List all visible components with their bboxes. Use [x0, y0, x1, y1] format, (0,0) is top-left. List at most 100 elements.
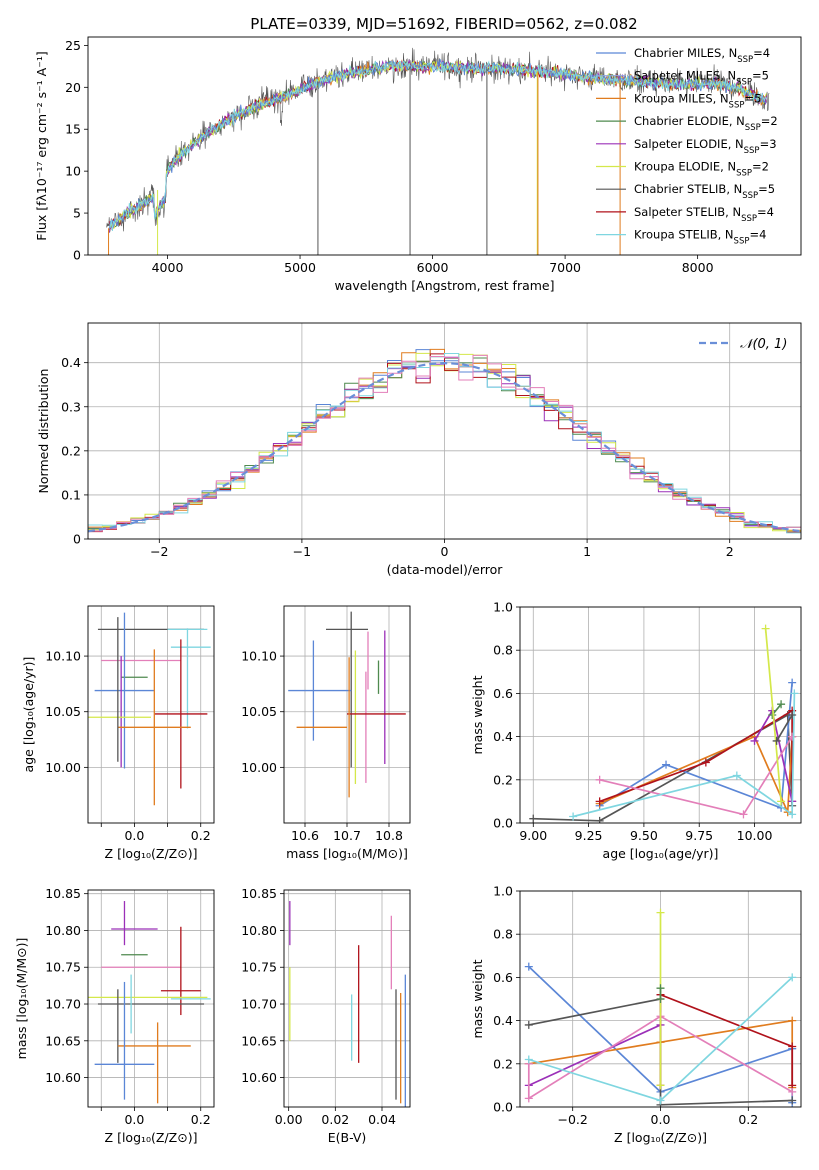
legend-subscript: SSP [734, 237, 750, 247]
weight-marker [739, 810, 748, 819]
y-tick-label: 0 [73, 532, 81, 547]
legend-subscript: SSP [736, 78, 752, 88]
y-tick-label: 0.2 [61, 443, 81, 458]
weight-line-chabrier_stelib [775, 714, 793, 742]
plot-area [88, 612, 211, 806]
axes-weight-z: −0.2 0.0 0.2 0.0 0.2 0.4 0.6 0.8 1.0 Z [log₁₀(Z/Z… [470, 884, 802, 1145]
x-tick-label: 0.2 [191, 828, 211, 843]
legend-tail: =2 [761, 114, 778, 128]
plot-area [524, 908, 797, 1107]
y-axis-label: age [log₁₀(age/yr)] [21, 657, 36, 773]
y-tick-label: 10.80 [241, 923, 277, 938]
x-tick-label: 6000 [417, 260, 449, 275]
legend-entry: Chabrier STELIB, NSSP=5 [634, 182, 775, 201]
y-tick-label: 10.60 [241, 1070, 277, 1085]
weight-marker [732, 771, 741, 780]
x-tick-label: 9.25 [575, 828, 603, 843]
legend-tail: =5 [752, 69, 769, 83]
y-tick-label: 1.0 [493, 600, 513, 615]
legend-entry: Chabrier ELODIE, NSSP=2 [634, 114, 778, 133]
x-tick-label: 10.8 [375, 828, 403, 843]
axes-frame [283, 889, 411, 1108]
x-axis-label: age [log₁₀(age/yr)] [603, 846, 719, 861]
weight-marker [761, 624, 770, 633]
spectrum-model-kroupa_stelib [108, 60, 767, 231]
weight-marker [772, 736, 781, 745]
y-tick-label: 0.0 [493, 816, 513, 831]
weight-marker [777, 700, 786, 709]
axes-frame [283, 605, 411, 824]
legend-tail: =4 [749, 228, 766, 242]
y-tick-label: 0.4 [493, 1013, 513, 1028]
y-tick-label: 0.1 [61, 487, 81, 502]
histogram-pink [88, 354, 801, 539]
weight-line-salpeter_elodie [528, 994, 662, 1087]
y-tick-label: 10.65 [241, 1033, 277, 1048]
weight-marker [595, 775, 604, 784]
x-tick-label: 10.6 [291, 828, 319, 843]
x-tick-label: 0.04 [368, 1112, 396, 1127]
x-tick-label: −2 [150, 544, 168, 559]
y-tick-label: 10.70 [45, 997, 81, 1012]
y-axis-label: mass [log₁₀(M/M⊙)] [14, 938, 29, 1060]
x-axis-label: Z [log₁₀(Z/Z⊙)] [614, 1130, 707, 1145]
x-axis-label: mass [log₁₀(M/M⊙)] [286, 846, 408, 861]
y-tick-label: 10.75 [241, 960, 277, 975]
axes-age-mass: 10.6 10.7 10.8 10.00 10.05 10.10 mass [log₁₀(M… [241, 605, 411, 861]
weight-marker [595, 816, 604, 823]
x-axis-label: Z [log₁₀(Z/Z⊙)] [105, 1130, 198, 1145]
y-axis-label: Flux [fλ10⁻¹⁷ erg cm⁻² s⁻¹ A⁻¹] [34, 51, 49, 240]
y-tick-label: 0.4 [61, 355, 81, 370]
legend-subscript: SSP [744, 146, 760, 156]
x-axis-label: E(B-V) [328, 1130, 367, 1145]
y-tick-label: 0.8 [493, 643, 513, 658]
y-tick-label: 10.65 [45, 1033, 81, 1048]
plot-area [529, 624, 799, 823]
legend-entry: Kroupa STELIB, NSSP=4 [634, 228, 766, 247]
axes-frame [87, 889, 215, 1108]
axes-weight-age: 9.00 9.25 9.50 9.75 10.00 0.0 0.2 0.4 0.6 0.8 1.0 a… [470, 600, 802, 861]
axes-frame [87, 36, 802, 256]
y-tick-label: 0.6 [493, 686, 513, 701]
x-tick-label: 0.0 [124, 828, 144, 843]
weight-marker [524, 1094, 533, 1103]
weight-marker [788, 711, 797, 719]
x-tick-label: 1 [583, 544, 591, 559]
axes-mass-z: 0.0 0.2 10.60 10.65 10.70 10.75 10.80 10.85 Z [l… [14, 886, 215, 1145]
weight-marker [656, 1081, 665, 1090]
y-axis-label: Normed distribution [36, 369, 51, 494]
legend-tail: =4 [753, 46, 770, 60]
x-tick-label: 0.00 [275, 1112, 303, 1127]
axes-frame [519, 890, 802, 1108]
legend-subscript: SSP [745, 123, 761, 133]
weight-marker [524, 1055, 533, 1064]
plot-area [288, 611, 406, 798]
x-tick-label: 2 [726, 544, 734, 559]
weight-line-chabrier_stelib [533, 713, 793, 822]
legend-tail: =2 [752, 160, 769, 174]
y-tick-label: 0.3 [61, 399, 81, 414]
weight-line-kroupa_miles [599, 735, 793, 813]
weight-line-kroupa_elodie [764, 628, 782, 802]
legend-tail: =5 [744, 91, 761, 105]
legend-subscript: SSP [742, 191, 758, 201]
weight-marker [595, 797, 604, 806]
y-tick-label: 10.00 [45, 760, 81, 775]
y-tick-label: 15 [65, 122, 81, 137]
x-tick-label: 8000 [682, 260, 714, 275]
plots: 4000 5000 6000 7000 80000510152025wavelength… [14, 36, 802, 1145]
weight-marker [788, 678, 797, 687]
y-tick-label: 10.80 [45, 923, 81, 938]
x-tick-label: 4000 [152, 260, 184, 275]
x-axis-label: Z [log₁₀(Z/Z⊙)] [105, 846, 198, 861]
weight-marker [524, 962, 533, 971]
y-tick-label: 0.2 [493, 772, 513, 787]
axes-mass-ebv: 0.00 0.02 0.04 10.60 10.65 10.70 10.75 10.80 10.… [241, 886, 411, 1145]
x-tick-label: 0.02 [321, 1112, 349, 1127]
plot-area [88, 901, 211, 1104]
x-tick-label: 10.00 [737, 828, 773, 843]
plot-area [106, 47, 770, 255]
weight-marker [788, 810, 797, 819]
y-tick-label: 10.85 [45, 886, 81, 901]
legend-tail: =4 [757, 205, 774, 219]
